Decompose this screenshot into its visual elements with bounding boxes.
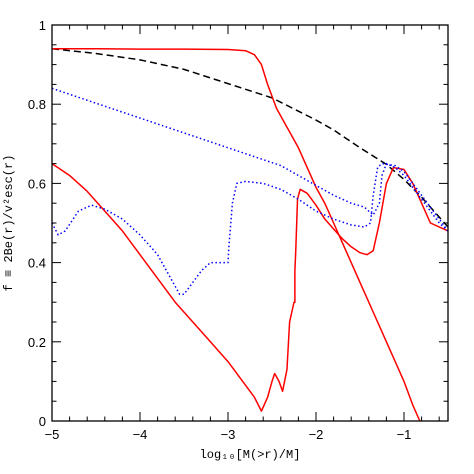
series-line-3	[51, 162, 449, 412]
y-tick-label: 0.4	[28, 256, 46, 271]
x-tick-label: −1	[397, 427, 412, 442]
tick-labels: −5 −4 −3 −2 −1 0 0.2 0.4 0.6 0.8 1	[28, 18, 411, 442]
series-layer	[51, 48, 449, 422]
ticks-layer	[51, 24, 448, 422]
series-line-2	[52, 48, 421, 422]
series-line-4	[51, 87, 449, 232]
y-axis-title: f ≡ 2Be(r)/v²esc(r)	[2, 155, 16, 292]
y-tick-label: 0	[39, 414, 46, 429]
series-line-5	[51, 162, 449, 296]
series-line-1	[51, 48, 449, 228]
y-tick-label: 0.8	[28, 97, 46, 112]
y-tick-label: 1	[39, 18, 46, 33]
y-tick-label: 0.6	[28, 176, 46, 191]
x-axis-title: log₁₀[M(>r)/M]	[200, 448, 301, 462]
x-tick-label: −5	[45, 427, 60, 442]
x-tick-label: −3	[221, 427, 236, 442]
y-tick-label: 0.2	[28, 335, 46, 350]
x-tick-label: −4	[133, 427, 148, 442]
plot-frame	[51, 24, 449, 422]
x-tick-label: −2	[309, 427, 324, 442]
